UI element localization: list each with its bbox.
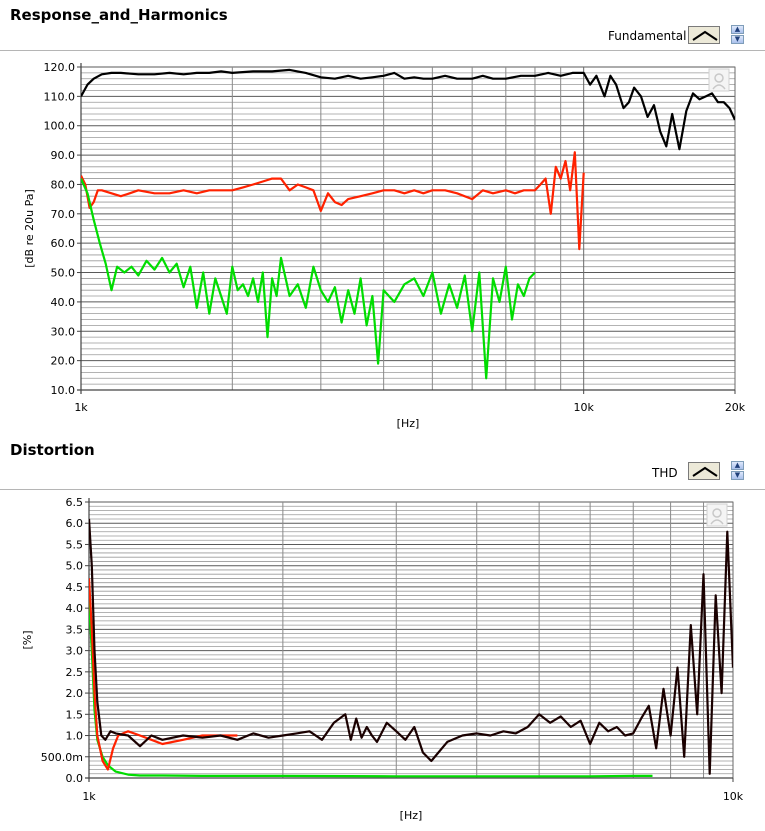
y-axis-label: [dB re 20u Pa] — [23, 189, 36, 268]
series-line-0 — [81, 68, 735, 151]
distortion-separator — [0, 489, 765, 490]
y-tick-label: 60.0 — [51, 237, 76, 250]
y-tick-label: 70.0 — [51, 208, 76, 221]
fundamental-legend-label: Fundamental — [608, 29, 687, 43]
plot-icon-head — [712, 508, 722, 518]
distortion-panel-title: Distortion — [10, 441, 95, 459]
y-tick-label: 6.5 — [66, 496, 84, 509]
spinner-up-icon[interactable]: ▲ — [731, 25, 744, 34]
distortion-chart: 0.0 500.0m 1.0 1.5 2.0 2.5 3.0 3.5 4.0 4.5 5.0 5.5 6… — [21, 496, 744, 822]
y-tick-label: 40.0 — [51, 296, 76, 309]
plot-area — [80, 66, 736, 391]
plot-legend-icon — [708, 68, 730, 92]
spinner-up-icon[interactable]: ▲ — [731, 461, 744, 470]
thd-legend-swatch[interactable] — [688, 462, 720, 480]
y-tick-label: 1.5 — [66, 708, 84, 721]
y-tick-label: 1.0 — [66, 730, 84, 743]
y-tick-label: 2.0 — [66, 687, 84, 700]
y-tick-label: 120.0 — [44, 61, 76, 74]
y-tick-label: 4.5 — [66, 581, 84, 594]
plot-icon-body — [710, 519, 724, 525]
y-tick-label: 30.0 — [51, 325, 76, 338]
y-tick-label: 4.0 — [66, 602, 84, 615]
y-tick-label: 3.0 — [66, 645, 84, 658]
fundamental-spinner[interactable]: ▲ ▼ — [731, 25, 744, 45]
series-line-2 — [81, 178, 536, 380]
response-panel-title: Response_and_Harmonics — [10, 6, 228, 24]
x-tick-label: 10k — [573, 401, 594, 414]
y-tick-label: 90.0 — [51, 149, 76, 162]
y-axis-label: [%] — [21, 630, 34, 649]
response-separator — [0, 50, 765, 51]
y-tick-label: 5.5 — [66, 538, 84, 551]
thd-legend-label: THD — [652, 466, 678, 480]
grid — [88, 501, 734, 779]
y-tick-label: 20.0 — [51, 355, 76, 368]
y-tick-label: 0.0 — [66, 772, 84, 785]
y-tick-label: 500.0m — [41, 751, 83, 764]
spinner-down-icon[interactable]: ▼ — [731, 35, 744, 44]
x-tick-label: 1k — [82, 790, 96, 803]
thd-spinner[interactable]: ▲ ▼ — [731, 461, 744, 481]
x-axis-label: [Hz] — [397, 417, 420, 430]
x-tick-label: 10k — [723, 790, 744, 803]
plot-icon-frame — [708, 68, 730, 92]
y-tick-label: 80.0 — [51, 178, 76, 191]
response-panel: Response_and_Harmonics Fundamental ▲ ▼ 1… — [0, 6, 765, 430]
x-axis-label: [Hz] — [400, 809, 423, 822]
series-line-2 — [89, 518, 733, 775]
y-tick-label: 5.0 — [66, 560, 84, 573]
y-tick-label: 110.0 — [44, 90, 76, 103]
y-tick-label: 2.5 — [66, 666, 84, 679]
series-line-1 — [81, 151, 585, 251]
y-tick-label: 6.0 — [66, 517, 84, 530]
spinner-down-icon[interactable]: ▼ — [731, 471, 744, 480]
x-tick-label: 20k — [725, 401, 746, 414]
plot-icon-frame — [706, 503, 728, 527]
response-chart: 10.0 20.0 30.0 40.0 50.0 60.0 70.0 80.0 90.0 100.… — [23, 61, 746, 430]
plot-icon-head — [714, 73, 724, 83]
grid — [80, 66, 736, 391]
fundamental-legend-swatch[interactable] — [688, 26, 720, 44]
plot-icon-body — [712, 84, 726, 90]
y-tick-label: 100.0 — [44, 120, 76, 133]
plot-legend-icon — [706, 503, 728, 527]
distortion-panel: Distortion THD ▲ ▼ 0.0 500.0m 1.0 1.5 2.0 2.5… — [0, 436, 765, 831]
x-tick-label: 1k — [74, 401, 88, 414]
y-tick-label: 3.5 — [66, 623, 84, 636]
y-tick-label: 10.0 — [51, 384, 76, 397]
y-tick-label: 50.0 — [51, 267, 76, 280]
